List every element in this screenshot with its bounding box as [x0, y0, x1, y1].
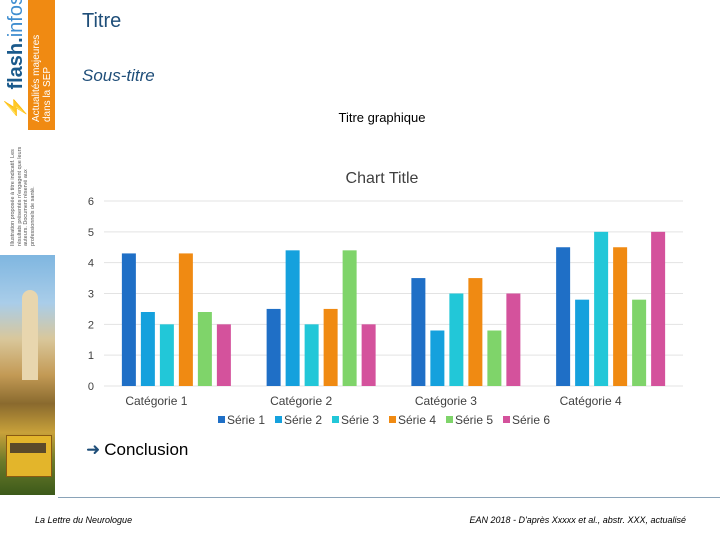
bar: [304, 324, 319, 386]
x-tick-label: Catégorie 4: [560, 394, 622, 408]
brand-tagline: Actualités majeures dans la SEP: [31, 35, 53, 122]
legend-swatch: [503, 416, 510, 423]
logo-bold: flash.: [5, 37, 27, 90]
tagline-line-1: Actualités majeures: [31, 34, 42, 122]
legend-label: Série 2: [284, 413, 322, 427]
legend-swatch: [218, 416, 225, 423]
bar: [140, 312, 155, 386]
bar: [632, 299, 647, 386]
bar: [468, 278, 483, 386]
chart-title: Chart Title: [346, 170, 419, 187]
x-tick-label: Catégorie 1: [125, 394, 187, 408]
legend-label: Série 1: [227, 413, 265, 427]
arrow-right-icon: ➜: [86, 440, 101, 459]
legend-swatch: [389, 416, 396, 423]
page-subtitle: Sous-titre: [82, 66, 155, 85]
footer-reference: EAN 2018 - D'après Xxxxx et al., abstr. …: [469, 515, 686, 525]
bar: [594, 231, 609, 386]
bar: [449, 293, 464, 386]
y-tick-label: 0: [88, 381, 94, 393]
footer-journal: La Lettre du Neurologue: [35, 515, 133, 525]
brand-banner-logo-area: [0, 0, 28, 130]
logo-light: infos: [5, 0, 27, 38]
brand-banner: ⚡ flash.infos Actualités majeures dans l…: [0, 0, 55, 130]
x-tick-label: Catégorie 2: [270, 394, 332, 408]
bar: [411, 278, 426, 386]
chart-container: Chart Title 0 1 2 3 4 5 6 Catégorie 1 Catégorie 2…: [80, 160, 700, 440]
bar: [575, 299, 590, 386]
y-tick-label: 3: [88, 289, 94, 301]
bar: [323, 308, 338, 386]
brand-logo: ⚡ flash.infos: [3, 0, 28, 120]
bar: [430, 330, 445, 386]
legend-swatch: [332, 416, 339, 423]
graph-title: Titre graphique: [338, 110, 426, 125]
y-tick-label: 1: [88, 350, 94, 362]
side-photo: [0, 255, 55, 495]
tagline-line-2: dans la SEP: [42, 66, 53, 122]
conclusion-text: Conclusion: [104, 440, 189, 459]
legend-label: Série 6: [512, 413, 550, 427]
bar: [487, 330, 502, 386]
bar: [266, 308, 281, 386]
brand-banner-tag-area: [28, 0, 55, 130]
x-tick-label: Catégorie 3: [415, 394, 477, 408]
legend-label: Série 4: [398, 413, 436, 427]
y-tick-label: 4: [88, 258, 94, 270]
photo-tower: [22, 290, 38, 380]
photo-tram: [6, 435, 52, 477]
page-title: Titre: [82, 10, 122, 32]
bar: [197, 312, 212, 386]
graph-title-row: Titre graphique: [0, 110, 720, 125]
bar: [361, 324, 376, 386]
legend-label: Série 5: [455, 413, 493, 427]
bar: [342, 250, 357, 386]
conclusion: ➜ Conclusion: [86, 440, 188, 460]
bar: [285, 250, 300, 386]
footer-divider: [58, 497, 720, 498]
bar: [216, 324, 231, 386]
bar: [159, 324, 174, 386]
y-tick-label: 2: [88, 319, 94, 331]
photo-tram-window: [10, 443, 46, 453]
bar: [613, 247, 628, 386]
bar: [556, 247, 571, 386]
legend-label: Série 3: [341, 413, 379, 427]
y-tick-label: 5: [88, 227, 94, 239]
bar: [651, 231, 666, 386]
legend-swatch: [275, 416, 282, 423]
y-tick-label: 6: [88, 196, 94, 208]
bar: [121, 253, 136, 386]
legend-swatch: [446, 416, 453, 423]
bar: [178, 253, 193, 386]
bar-chart: Chart Title 0 1 2 3 4 5 6 Catégorie 1 Catégorie 2…: [88, 170, 683, 427]
bar: [506, 293, 521, 386]
disclaimer-text: Illustration proposée à titre indicatif.…: [10, 146, 36, 246]
